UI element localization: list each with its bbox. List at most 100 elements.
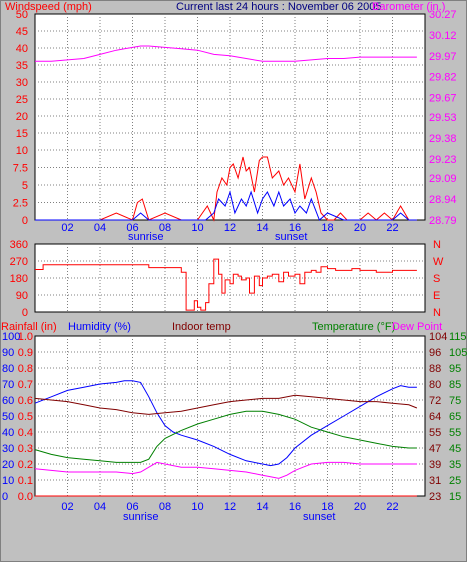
direction-degree-label: 270: [10, 256, 28, 268]
x-tick-label: 04: [94, 222, 106, 234]
x-tick-label: 20: [354, 501, 366, 513]
temperature-ticks: 15 25 35 45 55 65 75 85 95 105 115: [449, 331, 467, 503]
x-tick-label: 22: [386, 501, 398, 513]
x-tick-label: 08: [159, 501, 171, 513]
x-tick-label: 02: [61, 501, 73, 513]
indoor-temp-ticks: 23 31 39 47 55 64 72 80 88 96 104: [429, 331, 447, 503]
rainfall-ticks: 0.0 0.1 0.2 0.3 0.4 0.5 0.6 0.7 0.8 0.9 1.0: [18, 331, 33, 503]
plot2-series: [35, 258, 417, 311]
x-tick-label: 14: [256, 222, 268, 234]
gust-line: [35, 190, 417, 221]
x-tick-label: 16: [289, 222, 301, 234]
x-tick-label: 18: [321, 501, 333, 513]
humidity-axis-label: Humidity (%): [68, 321, 131, 333]
humidity-tick-label: 40: [2, 427, 14, 439]
plot1-series: [35, 45, 417, 222]
indoor-temp-line: [34, 394, 418, 415]
rainfall-tick-label: 0.8: [18, 363, 33, 375]
barometer-line: [35, 45, 417, 62]
humidity-tick-label: 80: [2, 363, 14, 375]
direction-degree-label: 180: [10, 273, 28, 285]
windspeed-tick-label: 35: [16, 60, 28, 72]
x-tick-label: 12: [224, 222, 236, 234]
windspeed-line: [35, 156, 417, 222]
x-tick-label: 06: [126, 501, 138, 513]
windspeed-tick-label: 50: [16, 9, 28, 21]
indoor-temp-tick-label: 55: [429, 427, 441, 439]
temperature-tick-label: 45: [449, 443, 461, 455]
indoor-temp-tick-label: 80: [429, 379, 441, 391]
barometer-tick-label: 29.23: [429, 154, 457, 166]
direction-compass-label: N: [433, 307, 441, 319]
plot3-series: [34, 380, 418, 497]
barometer-tick-label: 29.67: [429, 93, 457, 105]
rainfall-axis-label: Rainfall (in): [1, 321, 57, 333]
direction-degree-label: 90: [16, 290, 28, 302]
x-tick-label: 18: [321, 222, 333, 234]
direction-compass-label: E: [433, 290, 440, 302]
x-tick-label: 12: [224, 501, 236, 513]
rainfall-tick-label: 0.7: [18, 379, 33, 391]
windspeed-tick-label: 45: [16, 26, 28, 38]
barometer-tick-label: 28.94: [429, 194, 457, 206]
barometer-ticks: 28.79 28.94 29.09 29.23 29.38 29.53 29.67 29.82…: [429, 9, 457, 227]
humidity-tick-label: 10: [2, 475, 14, 487]
x-tick-label: 16: [289, 501, 301, 513]
temperature-tick-label: 15: [449, 491, 461, 503]
barometer-tick-label: 28.79: [429, 215, 457, 227]
temperature-tick-label: 75: [449, 395, 461, 407]
humidity-tick-label: 70: [2, 379, 14, 391]
plot2-grid: [35, 244, 425, 312]
indoor-temp-tick-label: 47: [429, 443, 441, 455]
chart1-title: Current last 24 hours : November 06 2005: [176, 1, 381, 13]
barometer-axis-label: Barometer (in.): [372, 1, 445, 13]
x-tick-label: 20: [354, 222, 366, 234]
x-tick-label: 10: [191, 222, 203, 234]
temperature-tick-label: 65: [449, 411, 461, 423]
x-tick-label: 10: [191, 501, 203, 513]
barometer-tick-label: 29.38: [429, 133, 457, 145]
indoor-temp-tick-label: 31: [429, 475, 441, 487]
windspeed-tick-label: 0: [22, 215, 28, 227]
direction-degree-ticks: 0 90 180 270 360: [10, 239, 28, 319]
barometer-tick-label: 29.09: [429, 173, 457, 185]
windspeed-tick-label: 10: [16, 145, 28, 157]
dewpoint-axis-label: Dew Point: [392, 321, 442, 333]
humidity-tick-label: 30: [2, 443, 14, 455]
barometer-tick-label: 30.12: [429, 30, 457, 42]
sunrise-note-3: sunrise: [123, 511, 158, 523]
humidity-ticks: 0 10 20 30 40 50 60 70 80 90 100: [2, 331, 20, 503]
windspeed-tick-label: 20: [16, 111, 28, 123]
rainfall-tick-label: 0.1: [18, 475, 33, 487]
temperature-tick-label: 85: [449, 379, 461, 391]
x-tick-label: 14: [256, 501, 268, 513]
indoor-temp-tick-label: 96: [429, 347, 441, 359]
temperature-tick-label: 105: [449, 347, 467, 359]
barometer-tick-label: 29.53: [429, 112, 457, 124]
direction-compass-label: S: [433, 273, 440, 285]
x-tick-label: 02: [61, 222, 73, 234]
windspeed-tick-label: 30: [16, 77, 28, 89]
rainfall-tick-label: 0.5: [18, 411, 33, 423]
temperature-tick-label: 115: [449, 331, 467, 343]
plot1-x-ticks: 02 04 06 08 10 12 14 16 18 20 22: [61, 222, 398, 234]
windspeed-tick-label: 40: [16, 43, 28, 55]
windspeed-ticks: 0 2.5 5 7.5 10 15 20 25 30 35 40 45 50: [13, 9, 28, 227]
rainfall-tick-label: 0.2: [18, 459, 33, 471]
windspeed-tick-label: 15: [16, 128, 28, 140]
humidity-tick-label: 100: [2, 331, 20, 343]
x-tick-label: 08: [159, 222, 171, 234]
windspeed-tick-label: 7.5: [13, 163, 28, 175]
temperature-tick-label: 55: [449, 427, 461, 439]
dewpoint-line: [34, 461, 417, 479]
indoor-temp-tick-label: 72: [429, 395, 441, 407]
temperature-axis-label: Temperature (°F): [312, 321, 395, 333]
temperature-tick-label: 35: [449, 459, 461, 471]
humidity-tick-label: 20: [2, 459, 14, 471]
direction-compass-label: W: [433, 256, 444, 268]
windspeed-axis-label: Windspeed (mph): [5, 1, 92, 13]
temperature-tick-label: 95: [449, 363, 461, 375]
rainfall-tick-label: 0.4: [18, 427, 33, 439]
